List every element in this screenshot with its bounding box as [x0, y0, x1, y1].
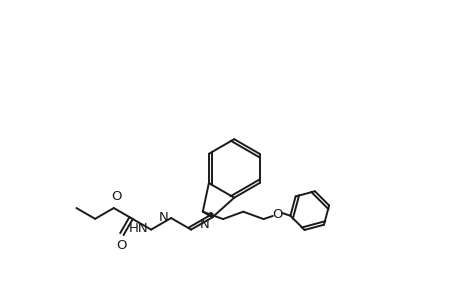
Text: HN: HN: [128, 222, 148, 235]
Text: O: O: [111, 190, 121, 203]
Text: N: N: [159, 211, 168, 224]
Text: O: O: [116, 239, 126, 252]
Text: N: N: [199, 218, 209, 231]
Text: O: O: [272, 208, 282, 221]
